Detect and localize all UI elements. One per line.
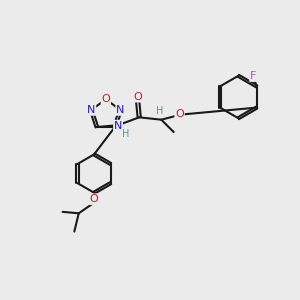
Text: O: O — [90, 194, 98, 204]
Text: O: O — [175, 110, 184, 119]
Text: N: N — [114, 121, 122, 130]
Text: O: O — [134, 92, 142, 102]
Text: H: H — [122, 129, 129, 139]
Text: H: H — [156, 106, 164, 116]
Text: F: F — [250, 71, 256, 81]
Text: N: N — [116, 105, 124, 115]
Text: O: O — [101, 94, 110, 104]
Text: N: N — [87, 105, 95, 115]
